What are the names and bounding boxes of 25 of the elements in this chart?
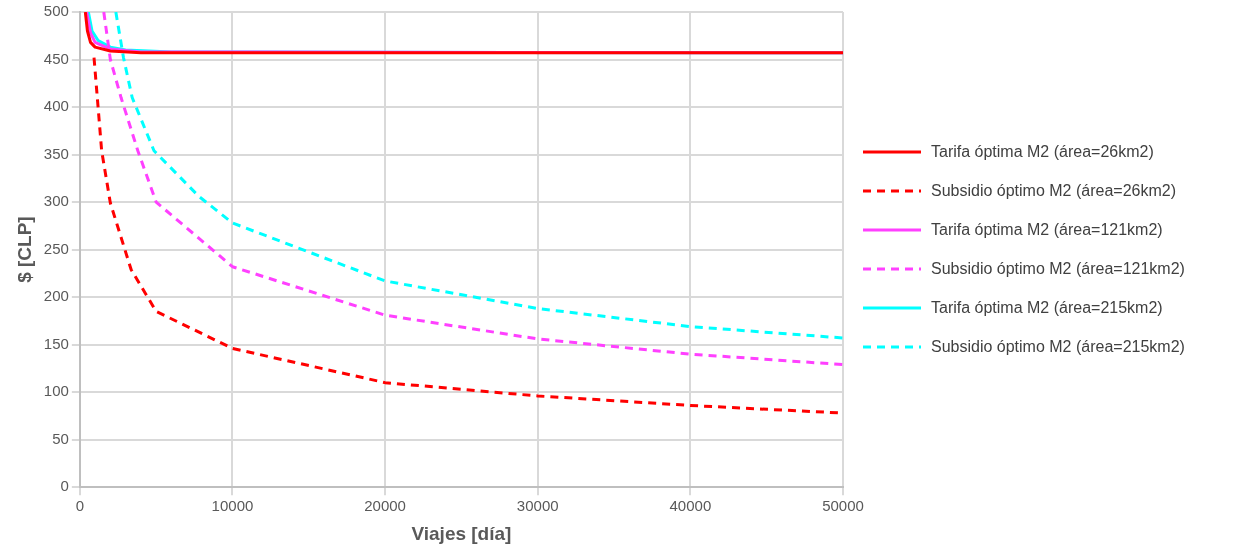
y-tick-label: 200 — [43, 287, 69, 305]
legend-label: Tarifa óptima M2 (área=215km2) — [931, 298, 1163, 316]
y-tick-label: 0 — [60, 477, 69, 495]
x-tick-label: 50000 — [822, 497, 864, 515]
x-tick-label: 20000 — [364, 497, 406, 515]
y-tick-label: 100 — [43, 382, 69, 400]
y-tick-label: 450 — [43, 49, 69, 67]
x-tick-label: 40000 — [669, 497, 712, 515]
x-tick-label: 30000 — [516, 497, 559, 515]
legend-label: Subsidio óptimo M2 (área=26km2) — [931, 181, 1177, 199]
legend-label: Subsidio óptimo M2 (área=121km2) — [931, 259, 1185, 277]
y-tick-label: 300 — [43, 192, 69, 210]
y-tick-label: 500 — [43, 2, 69, 20]
y-tick-label: 350 — [43, 144, 69, 162]
y-tick-label: 250 — [43, 239, 69, 257]
y-axis-title: $ [CLP] — [13, 216, 35, 283]
x-tick-label: 10000 — [211, 497, 254, 515]
y-tick-label: 50 — [52, 429, 69, 447]
y-tick-label: 150 — [43, 334, 69, 352]
legend-label: Tarifa óptima M2 (área=121km2) — [931, 220, 1163, 238]
legend-label: Subsidio óptimo M2 (área=215km2) — [931, 337, 1185, 355]
legend-label: Tarifa óptima M2 (área=26km2) — [931, 142, 1154, 160]
y-tick-label: 400 — [43, 97, 69, 115]
x-tick-label: 0 — [75, 497, 84, 515]
x-axis-title: Viajes [día] — [411, 522, 512, 544]
